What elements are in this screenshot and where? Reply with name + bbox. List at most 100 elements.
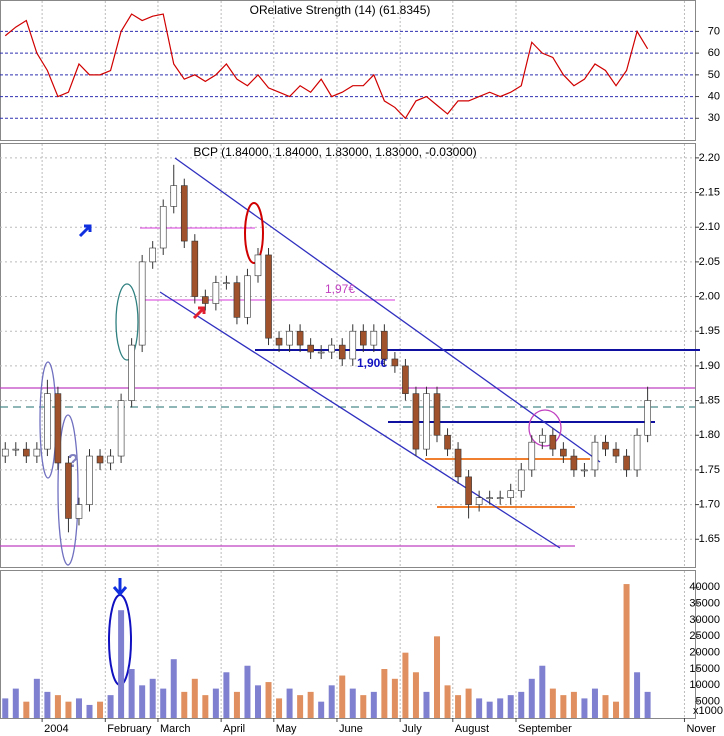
x-tick-label: March [160,723,191,735]
candle-body [507,490,515,498]
volume-bar [412,672,419,718]
volume-bar [223,672,230,718]
candle-body [223,282,230,284]
candle-body [402,365,409,394]
candle-body [328,344,336,353]
volume-bar [349,688,356,718]
y-tick-label: 15000 [689,663,720,675]
volume-bar [107,695,114,718]
y-tick-label: 2.05 [699,256,720,268]
volume-bar [644,691,651,718]
volume-bar [212,688,219,718]
volume-bar [328,685,335,718]
volume-bar [33,678,40,718]
volume-bar [23,701,30,718]
rsi-frame [0,0,696,141]
volume-bar [518,691,525,718]
volume-bar [370,691,377,718]
y-tick-label: 20000 [689,647,720,659]
arrow [112,578,128,597]
y-tick-label: 40000 [689,581,720,593]
y-tick-label: 2.00 [699,290,720,302]
volume-bar [581,698,588,718]
y-tick-label: 50 [708,69,720,81]
channel-line [174,157,601,463]
highlight [528,409,562,447]
candle-body [265,254,272,339]
volume-bar [434,636,441,718]
candle-body [570,455,578,471]
candle-body [581,469,588,472]
candle-body [539,434,546,443]
y-tick-label: 40 [708,90,720,102]
candle-body [159,206,167,249]
candle-body [623,455,630,471]
candle-body [381,330,388,360]
candle-body [633,434,641,471]
volume-bar [86,704,93,718]
volume-bar [139,685,146,718]
volume-bar [623,584,630,718]
candle-body [317,351,325,354]
volume-bar [423,691,430,718]
candle-body [170,185,178,207]
y-tick-label: 10000 [689,679,720,691]
volume-bar [65,701,72,718]
candle-body [591,441,599,471]
candle-body [254,254,262,277]
volume-bar [486,701,493,718]
highlight [244,202,264,264]
volume-bar [613,701,620,718]
channel-line [159,291,561,549]
volume-bar [402,652,409,718]
volume-bar [360,695,367,718]
candle-body [444,434,451,450]
drawings [0,157,700,686]
candle-body [117,400,125,457]
volume-bar [391,678,398,718]
volume-bar [444,685,451,718]
candle-body [54,393,62,464]
x-tick-label: September [518,723,572,735]
rsi-line [4,13,649,120]
y-tick-label: 1.85 [699,394,720,406]
x-tick-label: 2004 [44,723,68,735]
volume-bar [254,685,261,718]
candle-body [180,185,188,242]
volume-bar [97,701,104,718]
candle-body [465,476,472,505]
volume-bar [233,691,240,718]
candle-body [191,240,199,297]
candle-body [612,448,620,457]
candle-body [1,448,9,457]
volume-bar [44,691,51,718]
volume-bar [570,691,577,718]
volume-bar [591,688,598,718]
rsi-title: ORelative Strength (14) (61.8345) [250,3,431,17]
candle-body [338,344,346,360]
arrow [192,306,206,320]
y-tick-label: 25000 [689,630,720,642]
volume-bar [160,688,167,718]
volume-bar [191,678,198,718]
highlight [115,283,139,361]
candle-body [517,469,525,492]
volume-unit: x1000 [693,705,723,717]
x-tick-label: May [276,723,297,735]
candle-body [44,393,51,450]
candle-body [560,448,567,457]
highlight [57,414,79,566]
volume-bar [181,691,188,718]
x-tick-label: August [455,723,489,735]
y-tick-label: 1.95 [699,325,720,337]
volume-bar [381,669,388,718]
candle-body [296,330,304,346]
candle-body [12,448,20,451]
annotation: 1,97€ [325,282,355,296]
y-tick-label: 2.20 [699,152,720,164]
candle-body [433,393,441,436]
candle-body [286,330,293,346]
y-tick-label: 1.65 [699,533,720,545]
y-tick-label: 5000 [696,696,720,708]
